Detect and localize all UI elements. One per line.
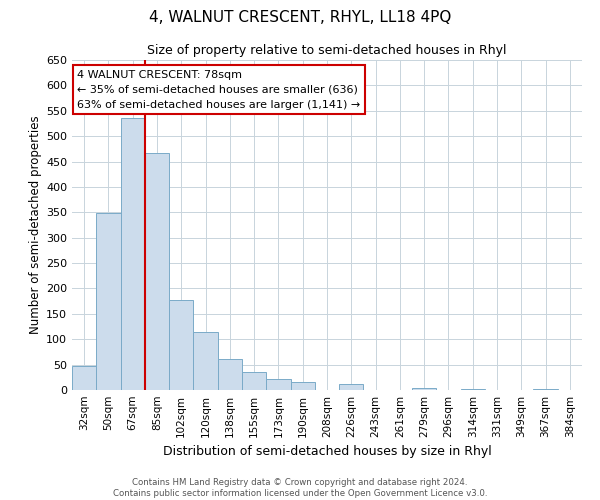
- Bar: [461, 389, 485, 390]
- Bar: [290, 382, 315, 390]
- Bar: [145, 154, 169, 390]
- Bar: [339, 384, 364, 390]
- Bar: [218, 359, 242, 390]
- Bar: [96, 213, 121, 390]
- Y-axis label: Number of semi-detached properties: Number of semi-detached properties: [29, 116, 42, 334]
- Bar: [412, 388, 436, 390]
- Bar: [266, 379, 290, 390]
- Bar: [193, 332, 218, 390]
- X-axis label: Distribution of semi-detached houses by size in Rhyl: Distribution of semi-detached houses by …: [163, 446, 491, 458]
- Title: Size of property relative to semi-detached houses in Rhyl: Size of property relative to semi-detach…: [147, 44, 507, 58]
- Bar: [242, 372, 266, 390]
- Text: 4 WALNUT CRESCENT: 78sqm
← 35% of semi-detached houses are smaller (636)
63% of : 4 WALNUT CRESCENT: 78sqm ← 35% of semi-d…: [77, 70, 361, 110]
- Bar: [121, 118, 145, 390]
- Bar: [72, 366, 96, 390]
- Bar: [169, 300, 193, 390]
- Text: Contains HM Land Registry data © Crown copyright and database right 2024.
Contai: Contains HM Land Registry data © Crown c…: [113, 478, 487, 498]
- Text: 4, WALNUT CRESCENT, RHYL, LL18 4PQ: 4, WALNUT CRESCENT, RHYL, LL18 4PQ: [149, 10, 451, 25]
